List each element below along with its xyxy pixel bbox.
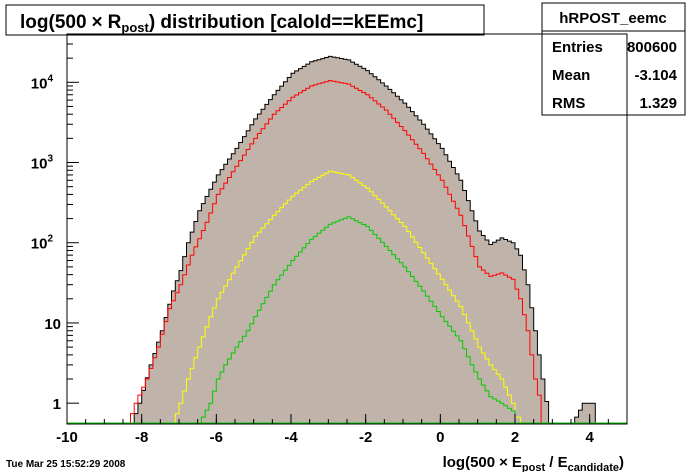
stats-box: hRPOST_eemc Entries 800600 Mean -3.104 R… bbox=[541, 2, 686, 116]
chart-title: log(500 × Rpost) distribution [caloId==kEE… bbox=[20, 12, 423, 35]
x-axis-title: log(500 × Epost / Ecandidate) bbox=[443, 454, 624, 472]
x-tick-label: 0 bbox=[436, 429, 444, 446]
stats-name: hRPOST_eemc bbox=[559, 10, 667, 27]
stats-entries-value: 800600 bbox=[627, 39, 677, 56]
stats-rms-label: RMS bbox=[552, 95, 585, 112]
y-tick-label: 1 bbox=[53, 396, 61, 413]
y-tick-label: 10 bbox=[44, 316, 61, 333]
x-tick-label: -10 bbox=[56, 429, 78, 446]
series-red bbox=[126, 80, 545, 425]
series-green bbox=[197, 216, 519, 425]
stats-mean-value: -3.104 bbox=[634, 67, 677, 84]
x-tick-label: 4 bbox=[585, 429, 594, 446]
x-tick-label: -2 bbox=[359, 429, 372, 446]
stats-entries-label: Entries bbox=[552, 39, 603, 56]
y-tick-label: 104 bbox=[31, 73, 54, 92]
timestamp: Tue Mar 25 15:52:29 2008 bbox=[6, 459, 126, 470]
series-yellow bbox=[171, 170, 522, 425]
series-total bbox=[130, 55, 596, 425]
axis-ticks: -10 -8 -6 -4 -2 0 2 4 1 10 102 103 104 bbox=[31, 33, 628, 446]
x-tick-label: -4 bbox=[284, 429, 298, 446]
plot-series bbox=[67, 55, 627, 425]
stats-mean-label: Mean bbox=[552, 67, 590, 84]
x-tick-label: -6 bbox=[210, 429, 223, 446]
stats-rms-value: 1.329 bbox=[639, 95, 677, 112]
y-tick-label: 102 bbox=[31, 234, 54, 253]
chart-title-box: log(500 × Rpost) distribution [caloId==kEE… bbox=[5, 4, 485, 36]
x-tick-label: 2 bbox=[511, 429, 519, 446]
x-tick-label: -8 bbox=[135, 429, 148, 446]
y-tick-label: 103 bbox=[31, 154, 54, 173]
